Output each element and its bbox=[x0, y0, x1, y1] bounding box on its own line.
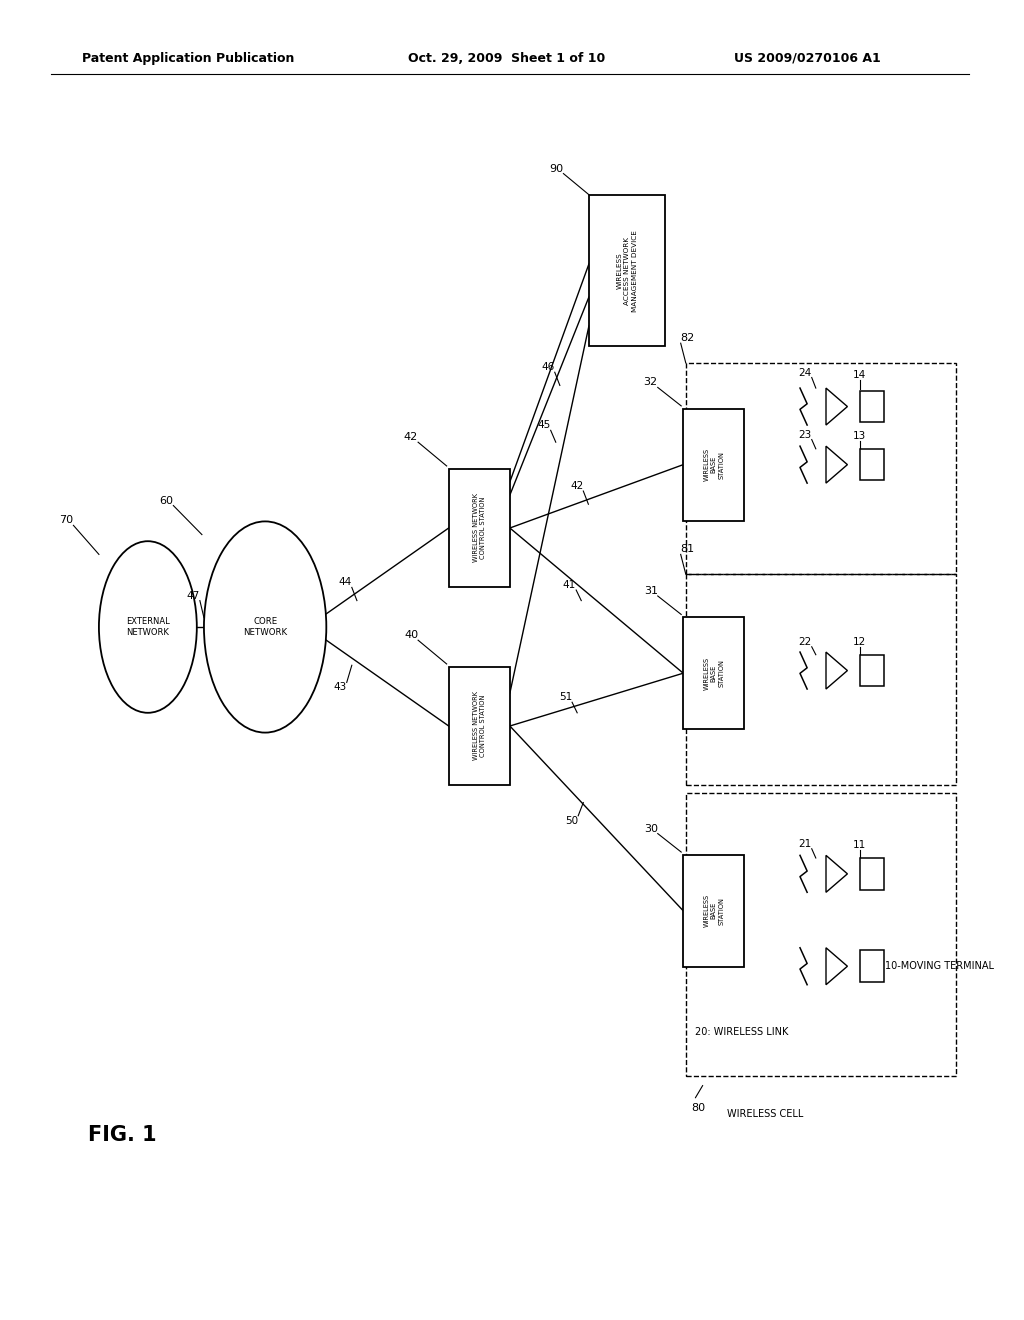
Text: WIRELESS
BASE
STATION: WIRELESS BASE STATION bbox=[703, 447, 724, 482]
Ellipse shape bbox=[204, 521, 327, 733]
FancyBboxPatch shape bbox=[683, 855, 744, 966]
Text: 43: 43 bbox=[334, 682, 347, 693]
Text: 23: 23 bbox=[799, 429, 812, 440]
Text: 47: 47 bbox=[186, 590, 200, 601]
Text: WIRELESS NETWORK
CONTROL STATION: WIRELESS NETWORK CONTROL STATION bbox=[472, 494, 486, 562]
Text: 10-MOVING TERMINAL: 10-MOVING TERMINAL bbox=[885, 961, 994, 972]
Text: 22: 22 bbox=[799, 636, 812, 647]
Text: 13: 13 bbox=[853, 430, 866, 441]
Text: FIG. 1: FIG. 1 bbox=[88, 1125, 157, 1146]
Text: 30: 30 bbox=[644, 824, 657, 834]
Text: 80: 80 bbox=[691, 1104, 705, 1113]
Text: WIRELESS CELL: WIRELESS CELL bbox=[727, 1109, 803, 1119]
Text: 44: 44 bbox=[339, 577, 352, 587]
Polygon shape bbox=[826, 388, 848, 425]
Text: EXTERNAL
NETWORK: EXTERNAL NETWORK bbox=[126, 616, 170, 638]
Text: 42: 42 bbox=[403, 432, 418, 442]
FancyBboxPatch shape bbox=[449, 469, 510, 587]
FancyBboxPatch shape bbox=[589, 195, 666, 346]
Polygon shape bbox=[826, 446, 848, 483]
Text: 82: 82 bbox=[681, 333, 695, 343]
Text: 81: 81 bbox=[681, 544, 695, 554]
Bar bbox=[860, 950, 884, 982]
Text: 20: WIRELESS LINK: 20: WIRELESS LINK bbox=[695, 1027, 788, 1038]
Text: WIRELESS NETWORK
CONTROL STATION: WIRELESS NETWORK CONTROL STATION bbox=[472, 692, 486, 760]
Polygon shape bbox=[826, 855, 848, 892]
Text: 60: 60 bbox=[160, 495, 173, 506]
Text: 45: 45 bbox=[538, 420, 551, 430]
Text: CORE
NETWORK: CORE NETWORK bbox=[243, 616, 287, 638]
FancyBboxPatch shape bbox=[449, 667, 510, 785]
Text: 40: 40 bbox=[404, 630, 418, 640]
Text: 11: 11 bbox=[853, 840, 866, 850]
Text: WIRELESS
BASE
STATION: WIRELESS BASE STATION bbox=[703, 656, 724, 690]
Text: 24: 24 bbox=[799, 367, 812, 378]
Text: WIRELESS
BASE
STATION: WIRELESS BASE STATION bbox=[703, 894, 724, 928]
Text: US 2009/0270106 A1: US 2009/0270106 A1 bbox=[734, 51, 881, 65]
Text: 12: 12 bbox=[853, 636, 866, 647]
Text: 46: 46 bbox=[542, 362, 555, 372]
Text: 70: 70 bbox=[59, 515, 74, 525]
Text: 90: 90 bbox=[549, 164, 563, 173]
Text: 42: 42 bbox=[570, 480, 584, 491]
Polygon shape bbox=[826, 652, 848, 689]
Text: 41: 41 bbox=[563, 579, 577, 590]
Bar bbox=[860, 391, 884, 422]
Text: Patent Application Publication: Patent Application Publication bbox=[82, 51, 294, 65]
Text: 51: 51 bbox=[559, 692, 572, 702]
Text: 32: 32 bbox=[644, 378, 657, 388]
Ellipse shape bbox=[99, 541, 197, 713]
Text: 14: 14 bbox=[853, 370, 866, 380]
Text: 21: 21 bbox=[799, 838, 812, 849]
Text: WIRELESS
ACCESS NETWORK
MANAGEMENT DEVICE: WIRELESS ACCESS NETWORK MANAGEMENT DEVIC… bbox=[616, 230, 638, 312]
Text: 50: 50 bbox=[565, 816, 579, 826]
Polygon shape bbox=[826, 948, 848, 985]
Bar bbox=[860, 858, 884, 890]
FancyBboxPatch shape bbox=[683, 618, 744, 729]
Bar bbox=[860, 449, 884, 480]
Text: 31: 31 bbox=[644, 586, 657, 597]
Text: Oct. 29, 2009  Sheet 1 of 10: Oct. 29, 2009 Sheet 1 of 10 bbox=[408, 51, 605, 65]
FancyBboxPatch shape bbox=[683, 409, 744, 520]
Bar bbox=[860, 655, 884, 686]
